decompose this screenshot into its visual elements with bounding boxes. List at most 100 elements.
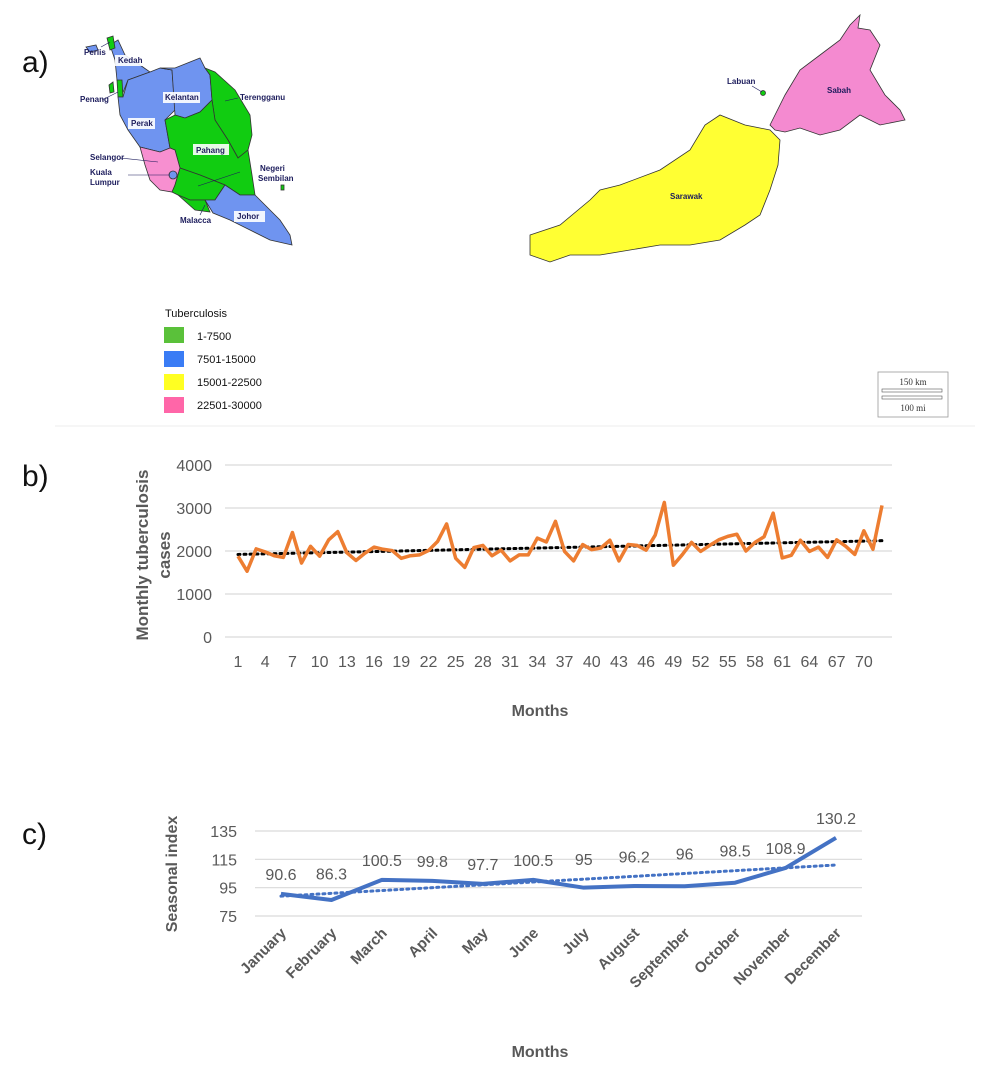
region-malacca [177,194,211,213]
label-labuan: Labuan [727,77,756,86]
label-kuala: Kuala [90,168,112,177]
label-kedah: Kedah [118,56,143,65]
legend-label: 15001-22500 [197,377,262,389]
data-label: 95 [575,852,593,869]
region-sarawak [529,114,781,263]
series-line [236,500,884,573]
data-label: 130.2 [816,811,856,828]
x-tick-label: 70 [855,654,873,671]
trendline [279,863,838,898]
label-sembilan: Sembilan [258,174,294,183]
x-tick-label: June [505,925,542,962]
x-tick-label: 1 [234,654,243,671]
region-perlis-island [85,44,99,53]
malaysia-map: Perlis Kedah Penang Kelantan Terengganu … [55,13,975,427]
x-tick-label: 49 [664,654,682,671]
x-axis-title: Months [512,703,569,720]
x-tick-label: July [559,924,593,958]
label-pahang: Pahang [196,146,225,155]
data-label: 100.5 [362,853,402,870]
y-tick-label: 2000 [176,544,212,561]
data-label: 100.5 [513,853,553,870]
legend-swatch [164,374,184,390]
x-tick-label: 28 [474,654,492,671]
x-tick-label: 37 [556,654,574,671]
panel-label-c: c) [22,818,47,851]
data-label: 96 [676,847,694,864]
x-tick-label: 25 [447,654,465,671]
x-tick-label: 46 [637,654,655,671]
data-label: 97.7 [467,857,498,874]
x-tick-label: December [782,925,845,988]
series-line [280,836,838,902]
x-tick-label: September [627,925,694,992]
y-tick-label: 115 [211,852,237,869]
y-tick-label: 95 [219,881,237,898]
legend-swatch [164,351,184,367]
x-tick-label: 19 [392,654,410,671]
y-axis-title: Seasonal index [164,816,181,933]
label-perak: Perak [131,119,153,128]
legend-label: 7501-15000 [197,354,256,366]
legend-swatch [164,397,184,413]
x-axis-title: Months [512,1044,569,1061]
label-penang: Penang [80,95,109,104]
scale-km: 150 km [899,377,926,387]
map-legend: Tuberculosis 1-7500 7501-15000 15001-225… [164,308,262,413]
x-tick-label: November [730,925,794,989]
label-perlis: Perlis [84,48,106,57]
y-tick-label: 135 [210,824,237,841]
x-tick-label: February [283,924,341,982]
y-tick-label: 75 [219,909,237,926]
x-tick-label: 7 [288,654,297,671]
label-negeri: Negeri [260,164,285,173]
label-sabah: Sabah [827,86,851,95]
island-marker [280,184,285,191]
data-label: 99.8 [417,854,448,871]
x-tick-label: 22 [420,654,438,671]
x-tick-label: 52 [692,654,710,671]
region-perlis [106,35,116,51]
x-tick-label: 43 [610,654,628,671]
panel-label-b: b) [22,460,49,493]
y-tick-label: 1000 [176,587,212,604]
y-tick-label: 0 [203,630,212,647]
label-terengganu: Terengganu [240,93,285,102]
x-tick-label: 67 [828,654,846,671]
data-label: 98.5 [720,844,751,861]
x-tick-label: 10 [311,654,329,671]
x-tick-label: 16 [365,654,383,671]
legend-title: Tuberculosis [165,308,227,320]
y-tick-label: 3000 [176,501,212,518]
x-tick-label: 4 [261,654,270,671]
x-tick-label: March [347,925,390,968]
region-penang-island [108,81,115,94]
label-lumpur: Lumpur [90,178,120,187]
legend-label: 22501-30000 [197,400,262,412]
data-label: 96.2 [619,849,650,866]
x-tick-label: 31 [501,654,519,671]
data-label: 90.6 [265,867,296,884]
data-label: 86.3 [316,866,347,883]
x-tick-label: 61 [773,654,791,671]
x-tick-label: 13 [338,654,356,671]
x-tick-label: 40 [583,654,601,671]
scale-mi: 100 mi [900,403,926,413]
x-tick-label: October [691,925,744,978]
y-tick-label: 4000 [176,458,212,475]
x-tick-label: January [237,924,290,977]
data-label: 108.9 [766,841,806,858]
x-tick-label: 64 [801,654,819,671]
x-tick-label: August [594,925,643,974]
label-malacca: Malacca [180,216,212,225]
region-sabah [769,13,906,136]
monthly-cases-chart: 0 1000 2000 3000 4000 1 4 7 10 13 16 19 22 25 28 31 34 37… [133,458,892,720]
legend-label: 1-7500 [197,331,231,343]
x-tick-label: 55 [719,654,737,671]
map-labels: Perlis Kedah Penang Kelantan Terengganu … [80,48,851,225]
y-axis-title: Monthly tuberculosis cases [133,470,174,641]
panel-label-a: a) [22,46,49,79]
x-tick-label: May [459,924,492,957]
label-johor: Johor [237,212,259,221]
